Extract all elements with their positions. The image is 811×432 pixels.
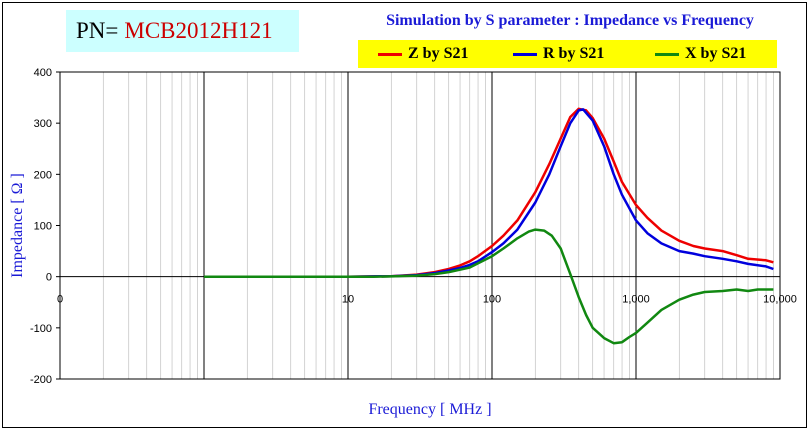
legend-swatch-r xyxy=(513,52,537,56)
plot-border xyxy=(59,71,781,380)
y-tick-label: 100 xyxy=(34,221,52,233)
y-tick-label: -200 xyxy=(30,374,52,386)
legend-swatch-z xyxy=(378,52,402,56)
legend-label-r: R by S21 xyxy=(543,45,605,62)
y-tick-label: 0 xyxy=(46,272,52,284)
chart-title: Simulation by S parameter : Impedance vs… xyxy=(386,12,754,29)
x-tick-label: 1,000 xyxy=(622,294,650,306)
x-tick-label: 100 xyxy=(483,294,501,306)
tick-labels: -200 -100 0 100 200 300 400 0 10 100 1,000 10,000 xyxy=(30,67,797,386)
part-number-value: MCB2012H121 xyxy=(124,18,273,43)
grid xyxy=(59,72,781,379)
y-tick-label: 200 xyxy=(34,169,52,181)
legend-label-z: Z by S21 xyxy=(408,45,469,62)
x-tick-label: 10 xyxy=(342,294,354,306)
axes xyxy=(59,71,781,380)
legend-label-x: X by S21 xyxy=(685,45,747,62)
series-line-x xyxy=(204,228,774,345)
y-tick-label: -100 xyxy=(30,323,52,335)
legend-item-x: X by S21 xyxy=(655,40,746,68)
y-axis-title: Impedance [ Ω ] xyxy=(9,173,26,278)
series-line-r xyxy=(204,108,774,278)
x-tick-label: 10,000 xyxy=(763,294,797,306)
y-tick-label: 400 xyxy=(34,67,52,79)
x-axis-title: Frequency [ MHz ] xyxy=(368,401,491,418)
part-number-label: PN= xyxy=(76,18,119,43)
x-tick-label: 0 xyxy=(57,294,63,306)
legend-swatch-x xyxy=(655,52,679,56)
legend-item-z: Z by S21 xyxy=(378,40,468,68)
legend: Z by S21 R by S21 X by S21 xyxy=(358,40,777,68)
legend-item-r: R by S21 xyxy=(513,40,604,68)
y-tick-label: 300 xyxy=(34,118,52,130)
chart-frame xyxy=(2,2,807,428)
part-number-box: PN= MCB2012H121 xyxy=(66,10,299,52)
series xyxy=(204,107,774,345)
